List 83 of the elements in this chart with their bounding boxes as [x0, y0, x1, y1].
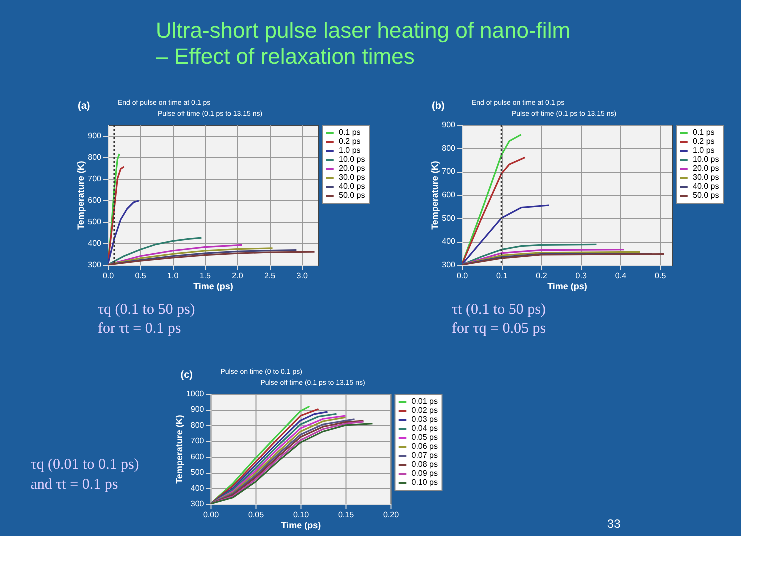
x-tick-label: 0.1	[496, 272, 508, 280]
text: 33	[607, 517, 622, 531]
y-tick-label: 800	[190, 420, 205, 430]
legend-label: 40.0 ps	[339, 182, 366, 191]
legend-label: 0.04 ps	[412, 424, 438, 433]
y-tick-label: 400	[442, 237, 456, 246]
y-tick-label: 900	[190, 405, 205, 414]
legend-label: 0.1 ps	[339, 128, 361, 137]
y-tick-label: 1000	[186, 390, 205, 398]
y-tick-label: 300	[190, 500, 205, 508]
legend-label: 0.06 ps	[412, 442, 438, 451]
y-axis-title: Temperature (K)	[174, 415, 184, 484]
legend-label: 1.0 ps	[693, 146, 715, 155]
y-tick-label: 600	[88, 196, 102, 205]
x-tick-label: 0.5	[135, 272, 147, 280]
text: for τq = 0.05 ps	[452, 321, 546, 337]
legend-label: 0.2 ps	[339, 137, 361, 146]
y-tick-label: 400	[190, 484, 205, 493]
chart-title: (b)	[432, 101, 445, 112]
legend-label: 0.08 ps	[412, 460, 438, 469]
x-axis-title: Time (ps)	[548, 282, 588, 292]
x-tick-label: 1.5	[200, 272, 212, 280]
y-tick-label: 300	[88, 260, 102, 270]
legend-label: 0.01 ps	[412, 397, 438, 406]
y-tick-label: 800	[88, 152, 102, 162]
legend-label: 50.0 ps	[339, 191, 366, 200]
legend-label: 30.0 ps	[693, 173, 720, 182]
y-tick-label: 900	[442, 120, 456, 130]
x-tick-label: 3.0	[296, 272, 308, 280]
legend-label: 1.0 ps	[339, 146, 361, 155]
chart-title: (c)	[180, 370, 193, 381]
x-tick-label: 0.00	[203, 510, 220, 520]
y-tick-label: 500	[190, 468, 205, 478]
x-tick-label: 0.3	[576, 272, 588, 280]
x-tick-label: 0.10	[293, 510, 310, 520]
x-tick-label: 2.0	[232, 272, 244, 280]
text: τq (0.1 to 50 ps)	[98, 302, 196, 318]
legend-label: 0.10 ps	[412, 478, 438, 487]
y-tick-label: 700	[442, 167, 456, 176]
y-tick-label: 500	[442, 214, 456, 223]
y-tick-label: 800	[442, 144, 456, 153]
x-tick-label: 0.5	[655, 272, 667, 280]
legend-label: 50.0 ps	[693, 191, 720, 200]
legend-label: 0.1 ps	[693, 128, 715, 137]
y-axis-title: Temperature (K)	[76, 161, 86, 230]
y-tick-label: 400	[88, 238, 102, 248]
y-tick-label: 300	[442, 260, 456, 270]
legend-label: 0.05 ps	[412, 433, 438, 442]
text: for τt = 0.1 ps	[98, 321, 182, 337]
x-tick-label: 0.0	[102, 272, 115, 280]
x-tick-label: 0.20	[383, 510, 400, 520]
y-axis-title: Temperature (K)	[430, 161, 440, 230]
x-tick-label: 0.4	[615, 272, 628, 280]
x-axis-title: Time (ps)	[281, 520, 322, 530]
legend-label: 20.0 ps	[339, 164, 366, 173]
legend-label: 40.0 ps	[693, 182, 720, 191]
x-tick-label: 2.5	[264, 272, 276, 280]
x-tick-label: 0.0	[456, 272, 469, 280]
y-tick-label: 700	[88, 174, 102, 184]
legend-label: 0.03 ps	[412, 415, 438, 424]
y-tick-label: 600	[442, 190, 456, 200]
x-axis-title: Time (ps)	[194, 282, 234, 292]
x-tick-label: 0.2	[536, 272, 548, 280]
text: and τt = 0.1 ps	[30, 477, 118, 493]
legend-label: 10.0 ps	[339, 155, 366, 164]
x-tick-label: 1.0	[168, 272, 180, 280]
y-tick-label: 500	[88, 217, 102, 226]
legend-label: 0.07 ps	[412, 451, 438, 460]
legend-label: 0.02 ps	[412, 406, 438, 415]
y-tick-label: 700	[190, 436, 205, 446]
legend-label: 30.0 ps	[339, 173, 366, 182]
text: τq (0.01 to 0.1 ps)	[30, 457, 140, 473]
chart-title: (a)	[78, 101, 90, 112]
x-tick-label: 0.05	[248, 510, 265, 520]
legend-label: 0.2 ps	[693, 137, 715, 146]
text: τt (0.1 to 50 ps)	[452, 302, 546, 318]
x-tick-label: 0.15	[338, 510, 355, 520]
legend-label: 0.09 ps	[412, 469, 438, 478]
y-tick-label: 600	[190, 452, 205, 462]
y-tick-label: 900	[88, 131, 102, 140]
legend-label: 20.0 ps	[693, 164, 720, 173]
legend-label: 10.0 ps	[693, 155, 720, 164]
text: Ultra-short pulse laser heating of nano-film – Effect of relaxation times	[156, 18, 571, 69]
